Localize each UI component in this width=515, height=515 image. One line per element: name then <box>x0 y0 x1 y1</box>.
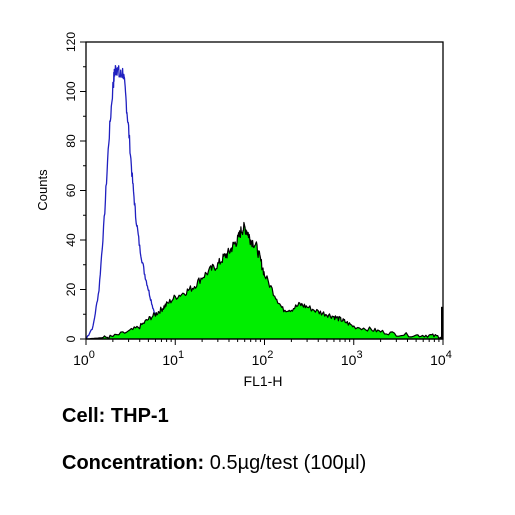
y-tick-label: 100 <box>64 81 78 101</box>
axis-ticks: 0 20 40 60 80 100 120 100 101 102 103 104 <box>64 32 452 368</box>
concentration-caption: Concentration: 0.5µg/test (100µl) <box>62 452 366 475</box>
x-tick-label: 100 <box>73 349 95 368</box>
concentration-label: Concentration: <box>62 452 205 474</box>
x-tick-label: 101 <box>162 349 184 368</box>
y-tick-label: 80 <box>64 134 78 148</box>
cell-value: THP-1 <box>110 405 169 427</box>
concentration-value: 0.5µg/test (100µl) <box>209 452 367 474</box>
y-tick-label: 40 <box>64 233 78 247</box>
cell-label: Cell: <box>62 405 106 427</box>
y-tick-label: 60 <box>64 184 78 198</box>
cell-caption: Cell: THP-1 <box>62 405 169 428</box>
plot-marks <box>85 65 444 340</box>
x-tick-label: 102 <box>252 349 274 368</box>
histogram-chart: 0 20 40 60 80 100 120 100 101 102 103 104 FL1-H Cou… <box>35 32 452 389</box>
x-axis-label: FL1-H <box>244 373 283 389</box>
filled-histogram <box>85 221 444 340</box>
y-tick-label: 20 <box>64 283 78 297</box>
x-tick-label: 103 <box>341 349 363 368</box>
x-tick-label: 104 <box>430 349 452 368</box>
y-axis-label: Counts <box>35 169 50 211</box>
y-tick-label: 0 <box>64 335 78 342</box>
outline-histogram <box>85 65 168 340</box>
y-tick-label: 120 <box>64 32 78 52</box>
